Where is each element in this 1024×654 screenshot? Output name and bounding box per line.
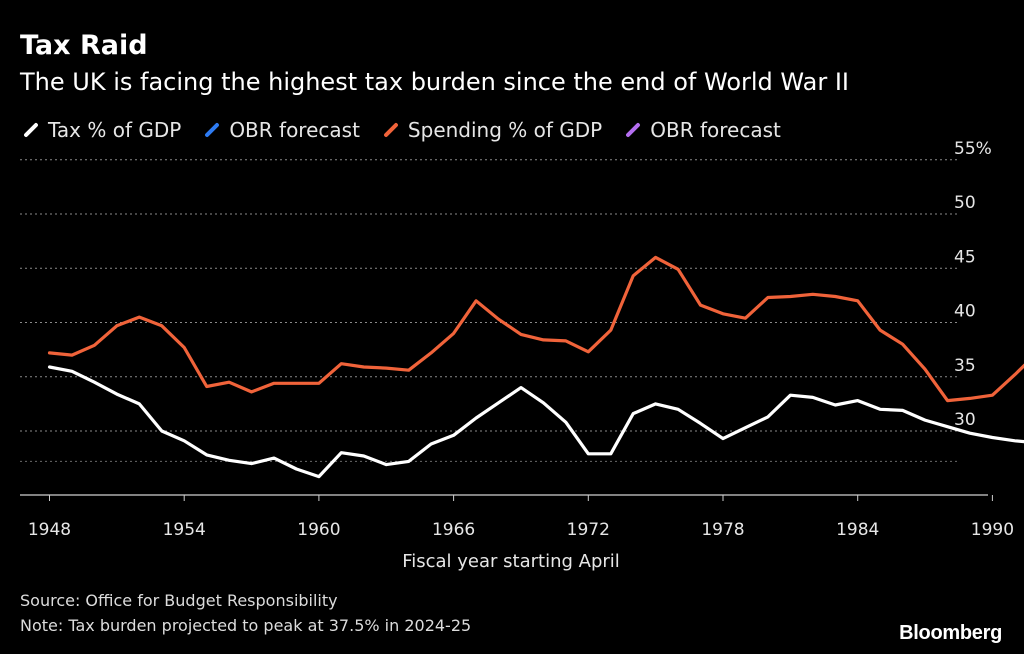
y-tick-label-50: 50 (954, 193, 976, 213)
series-line-2 (47, 255, 1024, 403)
legend-label-spending: Spending % of GDP (407, 118, 603, 142)
legend: Tax % of GDP OBR forecast Spending % of … (22, 118, 803, 142)
y-tick-label-55: 55% (954, 139, 992, 159)
x-tick-label-1990: 1990 (971, 520, 1014, 540)
legend-item-tax: Tax % of GDP (22, 118, 181, 142)
chart-title: Tax Raid (20, 30, 148, 61)
x-axis-label-container: Fiscal year starting April (0, 551, 1024, 572)
legend-item-spending-forecast: OBR forecast (624, 118, 781, 142)
legend-label-tax-forecast: OBR forecast (229, 118, 360, 142)
x-tick-label-1984: 1984 (836, 520, 879, 540)
legend-label-spending-forecast: OBR forecast (650, 118, 781, 142)
x-tick-label-1972: 1972 (567, 520, 610, 540)
x-tick-label-1978: 1978 (701, 520, 744, 540)
y-tick-label-45: 45 (954, 247, 976, 267)
x-tick-label-1954: 1954 (163, 520, 206, 540)
x-tick-label-1960: 1960 (297, 520, 340, 540)
y-tick-label-30: 30 (954, 410, 976, 430)
y-tick-label-40: 40 (954, 302, 976, 322)
x-tick-label-1948: 1948 (28, 520, 71, 540)
legend-item-tax-forecast: OBR forecast (203, 118, 360, 142)
series-line-0 (47, 365, 1024, 479)
bloomberg-logo: Bloomberg (899, 622, 1002, 644)
source-note: Source: Office for Budget Responsibility (20, 591, 338, 610)
x-axis-label: Fiscal year starting April (402, 551, 620, 572)
legend-label-tax: Tax % of GDP (48, 118, 182, 142)
x-tick-label-1966: 1966 (432, 520, 475, 540)
chart-subtitle: The UK is facing the highest tax burden … (20, 68, 849, 96)
footnote: Note: Tax burden projected to peak at 37… (20, 616, 472, 635)
y-tick-label-35: 35 (954, 356, 976, 376)
legend-item-spending: Spending % of GDP (382, 118, 602, 142)
